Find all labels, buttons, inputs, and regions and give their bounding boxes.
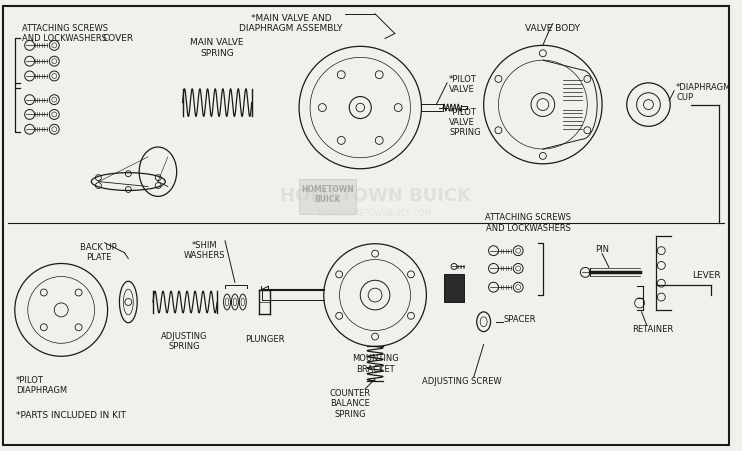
Text: SPACER: SPACER: [503, 315, 536, 324]
FancyBboxPatch shape: [299, 179, 356, 214]
Text: ATTACHING SCREWS
AND LOCKWASHERS: ATTACHING SCREWS AND LOCKWASHERS: [485, 213, 571, 233]
Text: *PARTS INCLUDED IN KIT: *PARTS INCLUDED IN KIT: [16, 411, 126, 420]
Text: *PILOT
VALVE
SPRING: *PILOT VALVE SPRING: [449, 107, 481, 138]
Text: PLUNGER: PLUNGER: [245, 335, 284, 344]
Text: *DIAPHRAGM
CUP: *DIAPHRAGM CUP: [676, 83, 732, 102]
Text: HOMETOWN BUICK: HOMETOWN BUICK: [280, 187, 470, 205]
Text: BACK UP
PLATE: BACK UP PLATE: [80, 243, 117, 262]
Text: LEVER: LEVER: [692, 271, 720, 280]
Text: VALVE BODY: VALVE BODY: [525, 23, 580, 32]
Text: *SHIM
WASHERS: *SHIM WASHERS: [183, 241, 225, 260]
Text: *PILOT
DIAPHRAGM: *PILOT DIAPHRAGM: [16, 376, 67, 396]
Text: ADJUSTING SCREW: ADJUSTING SCREW: [422, 377, 502, 386]
Text: COUNTER
BALANCE
SPRING: COUNTER BALANCE SPRING: [330, 389, 371, 419]
Text: MOUNTING
BRACKET: MOUNTING BRACKET: [352, 354, 398, 374]
Text: *MAIN VALVE AND
DIAPHRAGM ASSEMBLY: *MAIN VALVE AND DIAPHRAGM ASSEMBLY: [240, 14, 343, 33]
Text: COVER: COVER: [103, 33, 134, 42]
Text: HOMETOWN
BUICK: HOMETOWN BUICK: [301, 185, 354, 204]
Text: MAIN VALVE
SPRING: MAIN VALVE SPRING: [191, 38, 244, 58]
Text: *PILOT
VALVE: *PILOT VALVE: [449, 75, 477, 94]
Text: RETAINER: RETAINER: [631, 325, 673, 334]
Bar: [444, 274, 464, 302]
Text: ADJUSTING
SPRING: ADJUSTING SPRING: [161, 331, 208, 351]
Text: PIN: PIN: [595, 244, 609, 253]
Text: WWW.HOMETOWNBUICK.COM: WWW.HOMETOWNBUICK.COM: [318, 209, 432, 218]
Text: ATTACHING SCREWS
AND LOCKWASHERS: ATTACHING SCREWS AND LOCKWASHERS: [22, 23, 108, 43]
